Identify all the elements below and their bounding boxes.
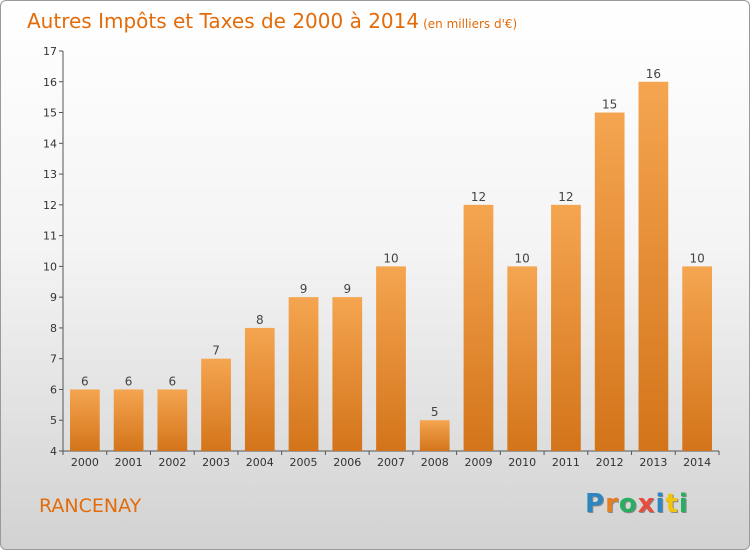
bar-2006 bbox=[332, 297, 363, 451]
bar-2010 bbox=[507, 266, 538, 451]
data-label-2006: 9 bbox=[343, 282, 351, 296]
x-tick-label-2011: 2011 bbox=[552, 456, 580, 469]
x-tick-label-2012: 2012 bbox=[596, 456, 624, 469]
proxiti-logo: Proxiti bbox=[585, 489, 689, 519]
y-tick-label: 9 bbox=[50, 291, 57, 304]
x-tick-label-2009: 2009 bbox=[464, 456, 492, 469]
bar-2008 bbox=[419, 420, 450, 451]
x-tick-label-2005: 2005 bbox=[290, 456, 318, 469]
data-label-2011: 12 bbox=[558, 190, 573, 204]
x-tick-label-2004: 2004 bbox=[246, 456, 274, 469]
y-tick-label: 6 bbox=[50, 383, 57, 396]
logo-letter: o bbox=[618, 489, 638, 519]
data-label-2009: 12 bbox=[471, 190, 486, 204]
logo-letter: r bbox=[605, 489, 619, 519]
data-label-2001: 6 bbox=[125, 374, 133, 388]
data-label-2004: 8 bbox=[256, 313, 264, 327]
y-tick-label: 7 bbox=[50, 353, 57, 366]
bar-2011 bbox=[551, 204, 581, 451]
bar-2002 bbox=[157, 389, 188, 451]
bar-2014 bbox=[682, 266, 713, 451]
bar-2013 bbox=[638, 81, 669, 452]
data-label-2012: 15 bbox=[602, 98, 617, 112]
y-tick-label: 13 bbox=[43, 168, 57, 181]
data-label-2003: 7 bbox=[212, 344, 220, 358]
x-tick-label-2008: 2008 bbox=[421, 456, 449, 469]
x-tick-label-2007: 2007 bbox=[377, 456, 405, 469]
data-label-2000: 6 bbox=[81, 374, 89, 388]
x-tick-label-2001: 2001 bbox=[115, 456, 143, 469]
logo-letter: x bbox=[637, 489, 656, 519]
bar-2009 bbox=[463, 204, 494, 451]
y-tick-label: 16 bbox=[43, 76, 57, 89]
chart-title: Autres Impôts et Taxes de 2000 à 2014 (en… bbox=[27, 9, 517, 33]
y-tick-label: 12 bbox=[43, 199, 57, 212]
logo-letter: i bbox=[655, 489, 666, 519]
x-tick-label-2014: 2014 bbox=[683, 456, 711, 469]
logo-letter: P bbox=[585, 489, 606, 519]
y-tick-label: 15 bbox=[43, 107, 57, 120]
y-tick-label: 11 bbox=[43, 230, 57, 243]
y-tick-label: 4 bbox=[50, 445, 57, 458]
x-tick-label-2000: 2000 bbox=[71, 456, 99, 469]
data-label-2010: 10 bbox=[515, 251, 530, 265]
bar-2003 bbox=[201, 358, 231, 451]
logo-letter: t bbox=[665, 489, 679, 519]
x-tick-label-2006: 2006 bbox=[333, 456, 361, 469]
bar-2005 bbox=[288, 297, 319, 451]
x-tick-label-2010: 2010 bbox=[508, 456, 536, 469]
bar-2012 bbox=[594, 112, 625, 452]
x-tick-label-2002: 2002 bbox=[158, 456, 186, 469]
logo-letter: i bbox=[678, 489, 689, 519]
data-label-2002: 6 bbox=[169, 374, 177, 388]
commune-name: RANCENAY bbox=[39, 495, 142, 517]
x-tick-label-2003: 2003 bbox=[202, 456, 230, 469]
bar-2004 bbox=[244, 327, 275, 451]
data-label-2014: 10 bbox=[689, 251, 704, 265]
bar-2007 bbox=[376, 266, 406, 451]
bar-2001 bbox=[113, 389, 144, 451]
data-label-2005: 9 bbox=[300, 282, 308, 296]
data-label-2007: 10 bbox=[383, 251, 398, 265]
y-tick-label: 5 bbox=[50, 414, 57, 427]
data-label-2013: 16 bbox=[646, 67, 661, 81]
y-tick-label: 8 bbox=[50, 322, 57, 335]
x-tick-label-2013: 2013 bbox=[639, 456, 667, 469]
bar-2000 bbox=[69, 389, 100, 451]
y-tick-label: 14 bbox=[43, 137, 57, 150]
data-label-2008: 5 bbox=[431, 405, 439, 419]
y-tick-label: 10 bbox=[43, 260, 57, 273]
y-tick-label: 17 bbox=[43, 45, 57, 58]
chart-unit: (en milliers d'€) bbox=[423, 17, 518, 31]
chart-title-text: Autres Impôts et Taxes de 2000 à 2014 bbox=[27, 9, 420, 33]
